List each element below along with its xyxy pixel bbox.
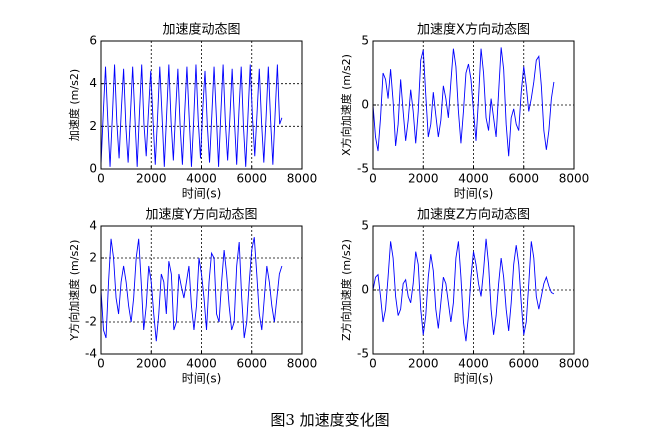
y-tick-label: 5 xyxy=(361,219,369,233)
x-tick-label: 6000 xyxy=(236,357,267,371)
y-tick-label: 4 xyxy=(89,76,97,90)
y-tick-label: 6 xyxy=(89,34,97,48)
data-line xyxy=(100,237,283,342)
y-tick-label: 2 xyxy=(89,119,97,133)
x-tick-label: 4000 xyxy=(458,357,489,371)
y-tick-label: -5 xyxy=(357,162,369,176)
data-line xyxy=(372,238,555,342)
x-tick-label: 0 xyxy=(97,357,105,371)
x-tick-label: 6000 xyxy=(508,357,539,371)
x-tick-label: 8000 xyxy=(287,357,318,371)
y-axis-label: 加速度 (m/s2) xyxy=(67,69,81,141)
y-tick-label: 0 xyxy=(361,283,369,297)
x-tick-label: 0 xyxy=(369,172,377,186)
axes-box xyxy=(100,40,303,170)
x-tick-label: 4000 xyxy=(186,172,217,186)
chart-title: 加速度Y方向动态图 xyxy=(146,207,258,223)
y-tick-label: -5 xyxy=(357,347,369,361)
y-tick-label: 0 xyxy=(89,283,97,297)
figure-caption: 图3 加速度变化图 xyxy=(270,411,389,429)
y-tick-label: 2 xyxy=(89,251,97,265)
y-tick-label: -4 xyxy=(85,347,97,361)
data-line xyxy=(372,47,555,157)
x-tick-label: 2000 xyxy=(136,357,167,371)
x-axis-label: 时间(s) xyxy=(454,372,494,386)
chart-title: 加速度X方向动态图 xyxy=(417,22,530,38)
y-tick-label: -2 xyxy=(85,315,97,329)
axes-box xyxy=(372,225,575,355)
x-tick-label: 2000 xyxy=(408,172,439,186)
x-tick-label: 4000 xyxy=(458,172,489,186)
x-tick-label: 6000 xyxy=(508,172,539,186)
x-tick-label: 2000 xyxy=(136,172,167,186)
y-axis-label: Z方向加速度 (m/s2) xyxy=(339,239,353,341)
x-axis-label: 时间(s) xyxy=(454,187,494,201)
x-tick-label: 8000 xyxy=(559,357,590,371)
y-axis-label: Y方向加速度 (m/s2) xyxy=(67,240,81,342)
chart-title: 加速度Z方向动态图 xyxy=(417,207,530,223)
x-tick-label: 4000 xyxy=(186,357,217,371)
y-tick-label: 4 xyxy=(89,219,97,233)
x-tick-label: 0 xyxy=(97,172,105,186)
y-tick-label: 0 xyxy=(89,162,97,176)
data-line xyxy=(100,64,283,167)
x-tick-label: 8000 xyxy=(559,172,590,186)
x-tick-label: 8000 xyxy=(287,172,318,186)
y-tick-label: 0 xyxy=(361,98,369,112)
axes-box xyxy=(100,225,303,355)
axes-box xyxy=(372,40,575,170)
x-tick-label: 6000 xyxy=(236,172,267,186)
chart-title: 加速度动态图 xyxy=(162,22,240,38)
y-axis-label: X方向加速度 (m/s2) xyxy=(339,54,353,156)
x-tick-label: 0 xyxy=(369,357,377,371)
y-tick-label: 5 xyxy=(361,34,369,48)
x-tick-label: 2000 xyxy=(408,357,439,371)
x-axis-label: 时间(s) xyxy=(182,372,222,386)
x-axis-label: 时间(s) xyxy=(182,187,222,201)
